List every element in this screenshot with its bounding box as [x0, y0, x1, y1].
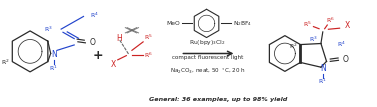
Text: Na$_2$CO$_3$, neat, 50 $^\circ$C, 20 h: Na$_2$CO$_3$, neat, 50 $^\circ$C, 20 h — [170, 66, 246, 76]
Text: X: X — [110, 60, 116, 69]
Text: R$^3$: R$^3$ — [44, 25, 52, 34]
Text: N: N — [51, 50, 57, 59]
Text: R$^4$: R$^4$ — [90, 11, 99, 20]
Text: General: 36 examples, up to 98% yield: General: 36 examples, up to 98% yield — [149, 97, 287, 102]
Text: R$^5$: R$^5$ — [303, 19, 312, 29]
Text: R$^5$: R$^5$ — [144, 33, 153, 42]
Text: R$^3$: R$^3$ — [309, 35, 318, 44]
Text: H: H — [116, 34, 122, 43]
Text: +: + — [93, 49, 104, 62]
Text: R$^1$: R$^1$ — [319, 77, 327, 86]
Text: R$^1$: R$^1$ — [49, 64, 58, 73]
Text: compact fluorescent light: compact fluorescent light — [172, 55, 243, 60]
Text: R$^2$: R$^2$ — [1, 58, 10, 67]
Text: N$_2$BF$_4$: N$_2$BF$_4$ — [233, 19, 252, 28]
Text: R$^6$: R$^6$ — [326, 16, 335, 25]
Text: O: O — [89, 38, 95, 47]
Text: R$^4$: R$^4$ — [337, 40, 346, 49]
Text: R$^2$: R$^2$ — [288, 42, 297, 51]
Text: Ru(bpy)$_3$Cl$_2$: Ru(bpy)$_3$Cl$_2$ — [189, 38, 226, 47]
Text: N: N — [320, 64, 326, 73]
Text: MeO: MeO — [166, 21, 180, 26]
Text: X: X — [345, 21, 350, 30]
Text: O: O — [342, 55, 348, 64]
Text: R$^6$: R$^6$ — [144, 51, 153, 60]
